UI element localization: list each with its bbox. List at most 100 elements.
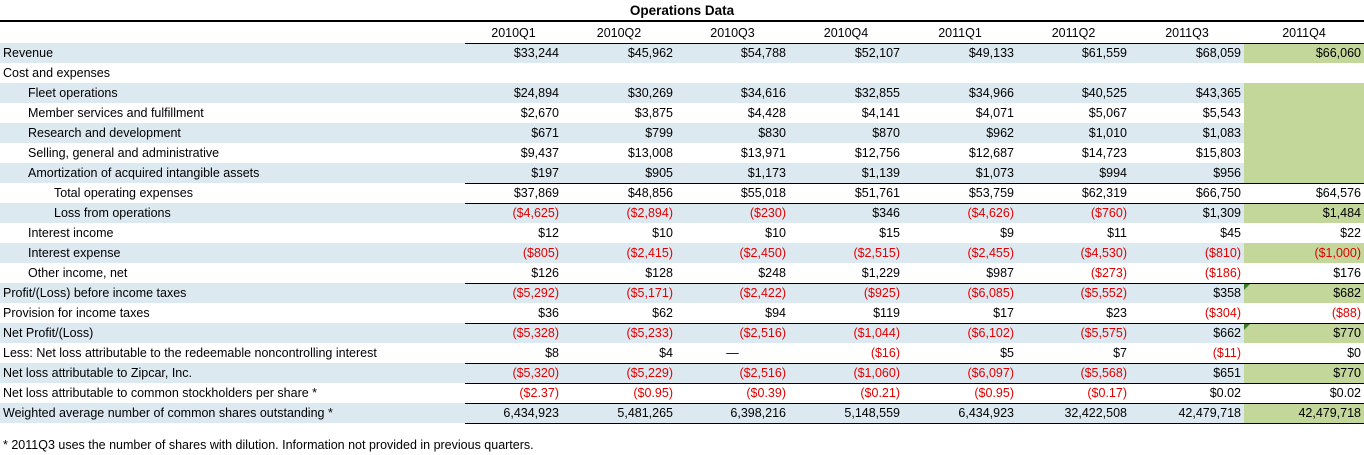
col-header: 2011Q2 (1017, 23, 1130, 44)
cell-2010q3: $248 (676, 263, 789, 284)
cell-2010q4: ($0.21) (789, 383, 903, 404)
cell-2011q4: $176 (1244, 263, 1364, 284)
cell-2011q3: $68,059 (1130, 43, 1244, 63)
cell-2011q3: $43,365 (1130, 83, 1244, 103)
row-label: Amortization of acquired intangible asse… (0, 163, 465, 183)
cell-2010q2: ($5,171) (562, 283, 676, 303)
cell-2011q1: $987 (903, 263, 1017, 284)
cell-2010q4: ($1,060) (789, 363, 903, 384)
cell-2010q1: $33,244 (465, 43, 562, 63)
cell-2010q3: $54,788 (676, 43, 789, 63)
cell-2011q2: ($5,552) (1017, 283, 1130, 303)
cell-2010q2: $62 (562, 303, 676, 324)
cell-2011q3: 42,479,718 (1130, 403, 1244, 424)
cell-2011q1: ($4,626) (903, 203, 1017, 223)
cell-2011q4 (1244, 143, 1364, 163)
cell-2010q2: $10 (652, 226, 673, 240)
table-body: Revenue $33,244 $45,962 $54,788 $52,107 $49,1… (0, 43, 1364, 424)
cell-2010q3: ($2,450) (676, 243, 789, 263)
cell-2010q4: $870 (789, 123, 903, 143)
row-label: Net loss attributable to Zipcar, Inc. (0, 363, 465, 383)
cell-2010q2: $48,856 (562, 183, 676, 204)
cell-2011q3: ($11) (1130, 343, 1244, 364)
cell-2011q4: ($1,000) (1244, 243, 1364, 263)
cell-2010q3: $34,616 (676, 83, 789, 103)
table-row: Less: Net loss attributable to the redee… (0, 343, 1364, 364)
cell-2011q4 (1244, 103, 1364, 123)
cell-2011q2: $1,010 (1017, 123, 1130, 143)
cell-2011q4: $770 (1244, 363, 1364, 384)
cell-2011q4: $66,060 (1244, 43, 1364, 63)
cell-2011q2: $5,067 (1088, 106, 1127, 120)
row-label: Loss from operations (0, 203, 465, 223)
cell-2011q1: ($6,085) (903, 283, 1017, 303)
cell-2011q3: $956 (1130, 163, 1244, 184)
cell-2011q1: $4,071 (975, 106, 1014, 120)
cell-2010q1: ($805) (465, 243, 562, 263)
cell-2011q3: $45 (1220, 226, 1241, 240)
cell-2010q3: 6,398,216 (676, 403, 789, 424)
cell-2011q4: $682 (1244, 283, 1364, 303)
col-header: 2010Q3 (676, 23, 789, 44)
cell-2011q2: ($4,530) (1017, 243, 1130, 263)
cell-2011q2: $23 (1017, 303, 1130, 324)
cell-2010q3: ($230) (676, 203, 789, 223)
cell-2011q4: $22 (1340, 226, 1361, 240)
header-row: 2010Q1 2010Q2 2010Q3 2010Q4 2011Q1 2011Q… (0, 23, 1364, 44)
cell-2011q4 (1244, 163, 1364, 184)
cell-2010q2: ($0.95) (562, 383, 676, 404)
cell-2011q3: $662 (1130, 323, 1244, 343)
cell-2010q1 (465, 63, 562, 83)
cell-2011q1: $9 (1000, 226, 1014, 240)
cell-2010q1: $37,869 (465, 183, 562, 204)
table-row: Selling, general and administrative $9,43… (0, 143, 1364, 163)
table-row: Total operating expenses $37,869 $48,856 $5… (0, 183, 1364, 204)
cell-2011q2: ($0.17) (1017, 383, 1130, 404)
row-label: Profit/(Loss) before income taxes (0, 283, 465, 303)
cell-2010q1: ($5,292) (465, 283, 562, 303)
cell-2011q3: $1,309 (1130, 203, 1244, 223)
table-row: Research and development $671 $799 $830 $870… (0, 123, 1364, 143)
cell-2011q2: $14,723 (1081, 146, 1127, 160)
cell-2011q3: $358 (1130, 283, 1244, 303)
cell-2010q4: ($16) (789, 343, 903, 364)
cell-2010q4: ($2,515) (789, 243, 903, 263)
cell-2011q2: $40,525 (1017, 83, 1130, 103)
cell-2010q3: $13,971 (740, 146, 786, 160)
cell-2010q3: — (676, 343, 789, 364)
table-row: Amortization of acquired intangible asse… (0, 163, 1364, 184)
cell-2010q2: ($2,415) (562, 243, 676, 263)
cell-2011q1: ($2,455) (903, 243, 1017, 263)
cell-2011q4: $0 (1244, 343, 1364, 364)
row-label: Less: Net loss attributable to the redee… (3, 346, 377, 360)
row-label: Total operating expenses (54, 186, 193, 200)
cell-2011q2 (1017, 63, 1130, 83)
cell-2010q3: ($2,516) (676, 363, 789, 384)
cell-2011q4 (1244, 63, 1364, 83)
cell-2011q4: $64,576 (1244, 183, 1364, 204)
cell-2010q1: $2,670 (520, 106, 559, 120)
cell-2011q1: $5 (903, 343, 1017, 364)
row-label: Net loss attributable to common stockhol… (3, 386, 318, 400)
cell-2011q2: $7 (1017, 343, 1130, 364)
cell-2011q3: ($186) (1130, 263, 1244, 284)
sheet-title: Operations Data (0, 0, 1364, 22)
table-row: Loss from operations ($4,625) ($2,894) ($23… (0, 203, 1364, 223)
cell-2010q4: ($925) (789, 283, 903, 303)
cell-2010q3: $94 (676, 303, 789, 324)
row-label: Cost and expenses (3, 66, 111, 80)
cell-2011q3 (1130, 63, 1244, 83)
cell-2010q4: $1,229 (789, 263, 903, 284)
row-label: Interest income (28, 226, 114, 240)
cell-2010q2: $799 (562, 123, 676, 143)
cell-2011q1: ($6,097) (903, 363, 1017, 384)
row-label: Fleet operations (0, 83, 465, 103)
cell-2010q2: ($5,233) (562, 323, 676, 343)
cell-2010q1: $36 (465, 303, 562, 324)
cell-2011q3: $5,543 (1202, 106, 1241, 120)
cell-2010q2: $905 (562, 163, 676, 184)
table-row: Interest income $12 $10 $10 $15 $9 $11 $45 $22 (0, 223, 1364, 243)
row-label: Other income, net (28, 266, 128, 280)
cell-2010q1: $9,437 (520, 146, 559, 160)
cell-2011q4: $1,484 (1244, 203, 1364, 223)
